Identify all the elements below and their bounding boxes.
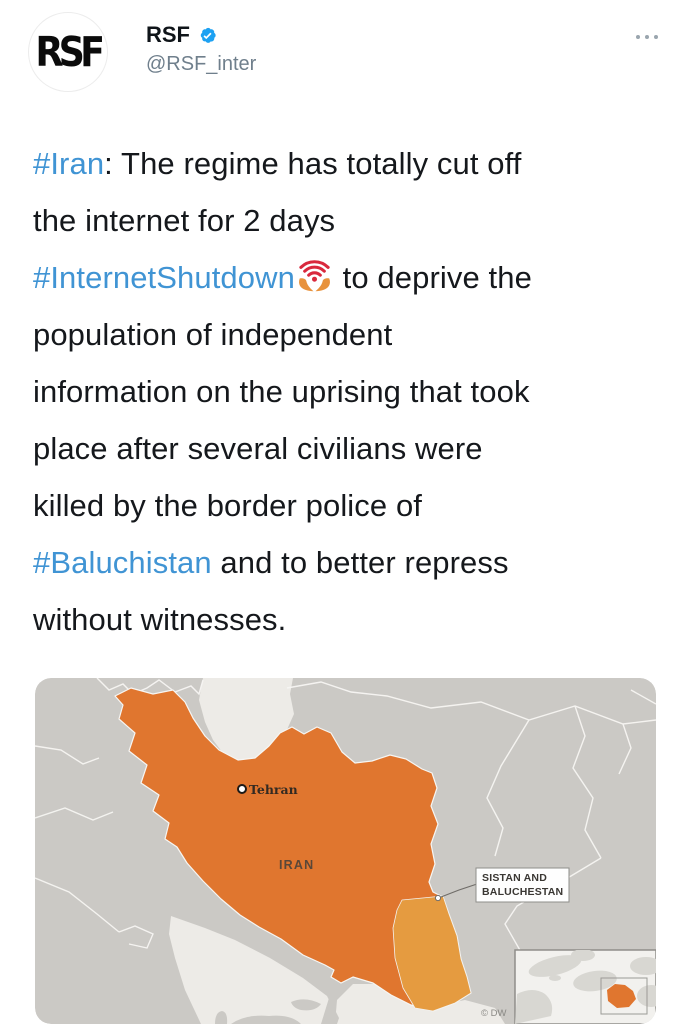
tweet-line: killed by the border police of	[33, 477, 673, 534]
tweet-text-segment: without witnesses.	[33, 602, 287, 637]
tweet-line: the internet for 2 days	[33, 192, 673, 249]
user-handle[interactable]: @RSF_inter	[146, 53, 257, 75]
tweet-line: #InternetShutdown to deprive the	[33, 249, 673, 306]
tweet-text-segment: : The regime has totally cut off	[104, 146, 522, 181]
iran-label: IRAN	[279, 858, 314, 872]
tweet-line: information on the uprising that took	[33, 363, 673, 420]
region-marker	[434, 894, 442, 902]
verified-badge-icon	[197, 25, 218, 46]
tweet-text-segment: to deprive the	[333, 260, 532, 295]
more-options-button[interactable]	[612, 24, 658, 50]
tweet-line: place after several civilians were	[33, 420, 673, 477]
region-label-line2: BALUCHESTAN	[482, 886, 563, 898]
hashtag-link[interactable]: #Iran	[33, 146, 105, 181]
tehran-label: Tehran	[249, 782, 298, 797]
tweet-line: #Baluchistan and to better repress	[33, 534, 673, 591]
avatar[interactable]: RSF	[28, 12, 108, 92]
iran-map-graphic: Tehran IRAN SISTAN AND BALUCHESTAN © DW	[35, 678, 656, 1024]
sistan-baluchestan-region	[392, 895, 472, 1012]
wifi-in-hands-emoji	[296, 253, 333, 292]
tehran-marker	[237, 784, 247, 794]
tweet-text-segment: information on the uprising that took	[33, 374, 530, 409]
tweet-line: without witnesses.	[33, 591, 673, 648]
tweet-text-segment: the internet for 2 days	[33, 203, 336, 238]
tweet-text-segment: population of independent	[33, 317, 393, 352]
tweet-text-segment: and to better repress	[211, 545, 509, 580]
rsf-logo: RSF	[35, 28, 106, 76]
map-credit: © DW	[481, 1008, 506, 1019]
hashtag-link[interactable]: #InternetShutdown	[33, 260, 295, 295]
persian-gulf	[169, 916, 335, 1024]
tweet-text-segment: killed by the border police of	[33, 488, 423, 523]
tweet-text-segment: place after several civilians were	[33, 431, 483, 466]
tweet-line: #Iran: The regime has totally cut off	[33, 135, 673, 192]
inset-locator-map	[514, 949, 656, 1024]
gulf-of-oman	[335, 984, 505, 1024]
region-callout-box	[475, 867, 570, 903]
region-label-line1: SISTAN AND	[482, 872, 547, 884]
map-image[interactable]: Tehran IRAN SISTAN AND BALUCHESTAN © DW	[35, 678, 656, 1024]
display-name[interactable]: RSF	[146, 22, 190, 47]
hashtag-link[interactable]: #Baluchistan	[33, 545, 212, 580]
tweet-line: population of independent	[33, 306, 673, 363]
tweet-text: #Iran: The regime has totally cut off the…	[33, 135, 673, 648]
inset-iran-shape	[607, 984, 636, 1008]
